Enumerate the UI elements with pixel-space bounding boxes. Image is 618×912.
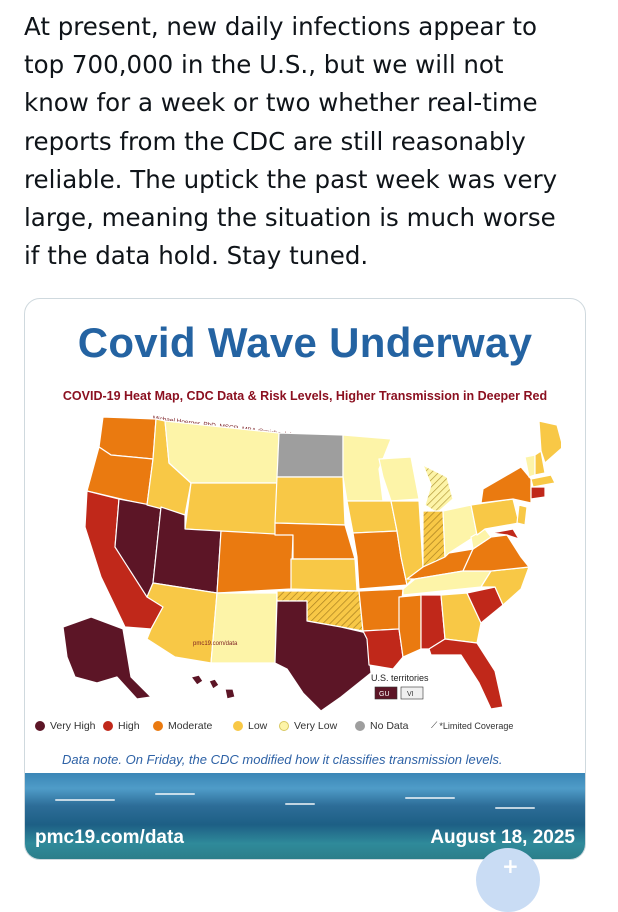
footer-date: August 18, 2025 <box>430 827 575 848</box>
legend-limited-coverage: ⟋ *Limited Coverage <box>431 720 513 731</box>
dot-icon <box>355 721 365 731</box>
tweet-line: At present, new daily infections appear … <box>24 12 537 41</box>
state-wy <box>184 482 278 536</box>
footer-url: pmc19.com/data <box>35 827 184 848</box>
dot-icon <box>279 721 289 731</box>
compose-button[interactable]: + <box>476 848 540 912</box>
state-hi <box>190 674 204 686</box>
legend-label: Moderate <box>168 720 213 732</box>
dot-icon <box>103 721 113 731</box>
state-ar <box>358 588 404 632</box>
tweet-line: if the data hold. Stay tuned. <box>24 241 369 271</box>
legend-label: Low <box>248 720 268 732</box>
state-nh <box>534 450 546 476</box>
map-legend: Very High High Moderate Low Very Low No … <box>35 720 579 738</box>
ocean-banner: pmc19.com/data August 18, 2025 <box>25 773 585 859</box>
map-watermark: pmc19.com/data <box>193 641 238 647</box>
state-oh <box>442 504 478 558</box>
map-subtitle: COVID-19 Heat Map, CDC Data & Risk Level… <box>62 389 548 403</box>
tweet-media-card[interactable]: Covid Wave Underway COVID-19 Heat Map, C… <box>24 298 586 860</box>
state-co <box>216 530 294 594</box>
tweet-line: top 700,000 in the U.S., but we will not <box>24 50 504 80</box>
state-md <box>490 528 520 540</box>
state-ny <box>480 466 532 504</box>
legend-very-high: Very High <box>35 720 96 732</box>
tweet-line: reliable. The uptick the past week was v… <box>24 164 558 194</box>
tweet-text: At present, new daily infections appear … <box>24 8 594 275</box>
state-me <box>538 420 561 464</box>
hatch-icon: ⟋ <box>431 720 438 730</box>
tweet-line: reports from the CDC are still reasonabl… <box>24 126 526 156</box>
state-ct <box>530 486 546 500</box>
us-heat-map: U.S. territories GU VI pmc19.com/data <box>62 416 561 712</box>
legend-low: Low <box>233 720 267 732</box>
state-nm <box>210 592 278 664</box>
state-mi <box>422 464 454 514</box>
legend-label: Very Low <box>294 720 338 732</box>
state-nd <box>276 432 344 478</box>
state-fl <box>428 638 504 710</box>
state-la <box>362 628 404 670</box>
plus-icon: + <box>502 854 519 878</box>
dot-icon <box>153 721 163 731</box>
tweet-line: large, meaning the situation is much wor… <box>24 203 556 233</box>
legend-label: Very High <box>50 720 96 732</box>
state-ak <box>62 616 152 700</box>
tweet-line: know for a week or two whether real-time <box>24 88 538 118</box>
territory-vi: VI <box>407 691 414 698</box>
legend-very-low: Very Low <box>279 720 337 732</box>
state-ga <box>440 592 482 644</box>
territories-box: U.S. territories GU VI <box>371 673 429 700</box>
legend-label: High <box>118 720 140 732</box>
legend-label: No Data <box>370 720 409 732</box>
state-ia <box>346 500 398 534</box>
state-tx <box>274 600 372 712</box>
territory-gu: GU <box>379 691 390 698</box>
state-ks <box>290 558 358 592</box>
state-wi <box>378 456 420 502</box>
data-note: Data note. On Friday, the CDC modified h… <box>62 752 503 767</box>
state-sd <box>274 476 346 526</box>
legend-no-data: No Data <box>355 720 409 732</box>
legend-label: *Limited Coverage <box>439 720 514 731</box>
state-ma <box>530 474 556 488</box>
dot-icon <box>233 721 243 731</box>
state-ms <box>398 594 422 658</box>
legend-high: High <box>103 720 140 732</box>
state-nj <box>516 504 528 526</box>
state-mt <box>164 420 280 484</box>
legend-moderate: Moderate <box>153 720 212 732</box>
map-title: Covid Wave Underway <box>77 319 533 366</box>
state-az <box>146 582 218 664</box>
dot-icon <box>35 721 45 731</box>
territories-label: U.S. territories <box>371 673 429 683</box>
